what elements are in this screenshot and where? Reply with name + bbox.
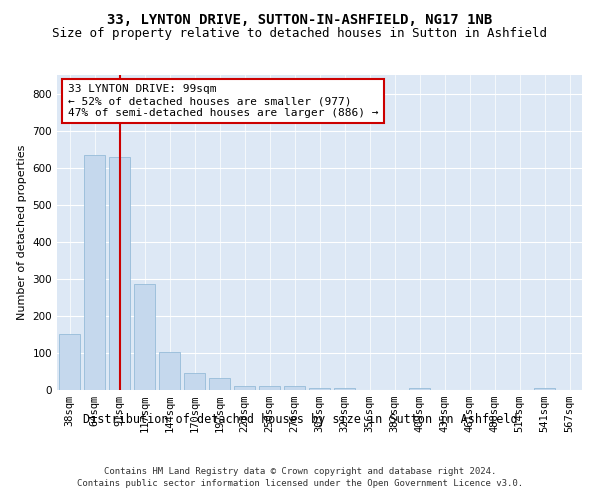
- Bar: [109, 156, 130, 390]
- Bar: [334, 388, 355, 390]
- Text: Contains public sector information licensed under the Open Government Licence v3: Contains public sector information licen…: [77, 479, 523, 488]
- Bar: [534, 388, 555, 390]
- Text: Size of property relative to detached houses in Sutton in Ashfield: Size of property relative to detached ho…: [53, 28, 548, 40]
- Bar: [284, 386, 305, 390]
- Y-axis label: Number of detached properties: Number of detached properties: [17, 145, 27, 320]
- Text: 33, LYNTON DRIVE, SUTTON-IN-ASHFIELD, NG17 1NB: 33, LYNTON DRIVE, SUTTON-IN-ASHFIELD, NG…: [107, 12, 493, 26]
- Text: 33 LYNTON DRIVE: 99sqm
← 52% of detached houses are smaller (977)
47% of semi-de: 33 LYNTON DRIVE: 99sqm ← 52% of detached…: [67, 84, 378, 117]
- Bar: [409, 388, 430, 390]
- Bar: [309, 388, 330, 390]
- Bar: [134, 284, 155, 390]
- Bar: [59, 334, 80, 390]
- Bar: [209, 378, 230, 390]
- Text: Contains HM Land Registry data © Crown copyright and database right 2024.: Contains HM Land Registry data © Crown c…: [104, 468, 496, 476]
- Bar: [159, 352, 180, 390]
- Bar: [259, 386, 280, 390]
- Bar: [84, 154, 105, 390]
- Bar: [234, 386, 255, 390]
- Text: Distribution of detached houses by size in Sutton in Ashfield: Distribution of detached houses by size …: [83, 412, 517, 426]
- Bar: [184, 373, 205, 390]
